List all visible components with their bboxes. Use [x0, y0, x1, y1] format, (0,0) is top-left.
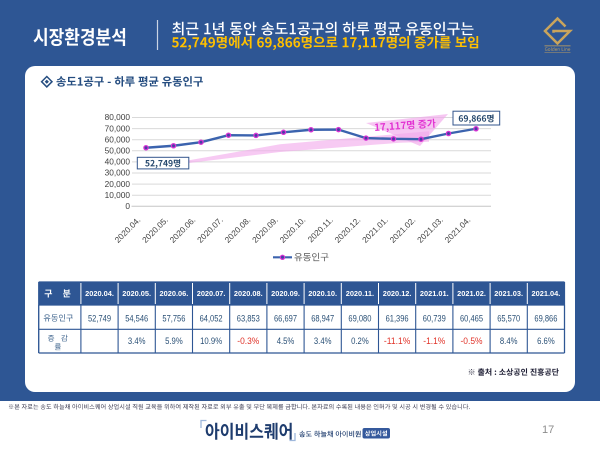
svg-text:-1.1%: -1.1%: [423, 336, 445, 346]
svg-text:-0.5%: -0.5%: [461, 336, 483, 346]
svg-text:80,000: 80,000: [105, 112, 131, 122]
svg-text:2020.04.: 2020.04.: [113, 215, 143, 245]
svg-text:6.6%: 6.6%: [537, 336, 555, 346]
svg-text:40,000: 40,000: [105, 157, 131, 167]
svg-text:5.9%: 5.9%: [165, 336, 183, 346]
svg-text:70,000: 70,000: [105, 123, 131, 133]
svg-text:2021.01.: 2021.01.: [420, 289, 449, 298]
svg-text:2021.04.: 2021.04.: [443, 215, 473, 245]
svg-text:65,570: 65,570: [497, 313, 520, 323]
svg-text:30,000: 30,000: [105, 168, 131, 178]
svg-text:2020.09.: 2020.09.: [250, 215, 280, 245]
svg-text:-11.1%: -11.1%: [384, 336, 410, 346]
svg-text:69,080: 69,080: [348, 313, 371, 323]
svg-text:60,000: 60,000: [105, 134, 131, 144]
svg-text:2021.02.: 2021.02.: [457, 289, 486, 298]
svg-text:10,000: 10,000: [105, 190, 131, 200]
svg-text:2020.10.: 2020.10.: [308, 289, 337, 298]
svg-text:2020.05.: 2020.05.: [122, 289, 151, 298]
svg-text:52,749: 52,749: [88, 313, 111, 323]
svg-text:2020.12.: 2020.12.: [333, 215, 363, 245]
svg-text:10.9%: 10.9%: [200, 336, 222, 346]
svg-text:60,465: 60,465: [460, 313, 483, 323]
svg-text:57,756: 57,756: [162, 313, 185, 323]
svg-text:60,739: 60,739: [423, 313, 446, 323]
svg-text:2020.06.: 2020.06.: [160, 289, 189, 298]
svg-text:4.5%: 4.5%: [277, 336, 295, 346]
svg-text:64,052: 64,052: [200, 313, 223, 323]
svg-text:2020.06.: 2020.06.: [168, 215, 198, 245]
svg-text:2020.04.: 2020.04.: [85, 289, 114, 298]
svg-text:2020.08.: 2020.08.: [234, 289, 263, 298]
svg-text:2020.11.: 2020.11.: [305, 215, 334, 244]
svg-text:68,947: 68,947: [311, 313, 334, 323]
svg-text:66,697: 66,697: [274, 313, 297, 323]
svg-text:2020.10.: 2020.10.: [278, 215, 308, 245]
svg-text:2020.11.: 2020.11.: [346, 289, 374, 298]
svg-text:2020.05.: 2020.05.: [140, 215, 170, 245]
svg-text:0: 0: [125, 201, 130, 211]
svg-text:54,546: 54,546: [125, 313, 148, 323]
svg-text:17: 17: [542, 424, 554, 436]
svg-text:2020.12.: 2020.12.: [383, 289, 412, 298]
svg-text:3.4%: 3.4%: [314, 336, 332, 346]
svg-text:-0.3%: -0.3%: [237, 336, 259, 346]
svg-text:69,866: 69,866: [534, 313, 557, 323]
svg-text:2021.02.: 2021.02.: [388, 215, 418, 245]
svg-text:0.2%: 0.2%: [351, 336, 369, 346]
svg-text:20,000: 20,000: [105, 179, 131, 189]
svg-text:2020.07.: 2020.07.: [197, 289, 226, 298]
svg-text:2021.03.: 2021.03.: [415, 215, 445, 245]
svg-text:2020.08.: 2020.08.: [223, 215, 253, 245]
svg-text:2021.01.: 2021.01.: [360, 215, 390, 245]
svg-text:2020.07.: 2020.07.: [195, 215, 225, 245]
svg-text:8.4%: 8.4%: [500, 336, 518, 346]
svg-text:50,000: 50,000: [105, 146, 131, 156]
svg-text:63,853: 63,853: [237, 313, 260, 323]
svg-text:3.4%: 3.4%: [128, 336, 146, 346]
svg-text:2021.04.: 2021.04.: [532, 289, 561, 298]
svg-text:2020.09.: 2020.09.: [271, 289, 300, 298]
svg-text:61,396: 61,396: [386, 313, 409, 323]
svg-text:2021.03.: 2021.03.: [494, 289, 523, 298]
